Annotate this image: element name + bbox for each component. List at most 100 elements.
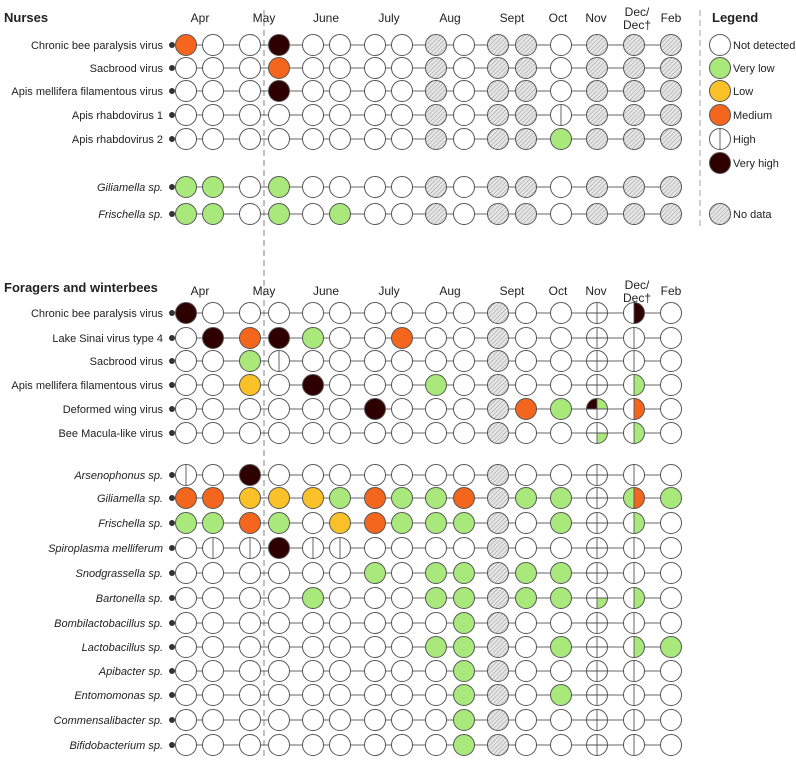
data-dot xyxy=(453,398,475,420)
dot-fill xyxy=(550,302,572,324)
dot-outline xyxy=(329,398,351,420)
dot-outline xyxy=(550,734,572,756)
dot-outline xyxy=(487,57,509,79)
dot-quadrant xyxy=(597,598,608,609)
dot-hatch xyxy=(487,176,509,198)
dot-outline xyxy=(302,709,324,731)
dot-hatch xyxy=(660,57,682,79)
dot-fill xyxy=(550,660,572,682)
dot-outline xyxy=(550,203,572,225)
row-label: Apis mellifera filamentous virus xyxy=(11,380,163,392)
data-dot xyxy=(487,464,509,486)
data-dot xyxy=(268,350,290,372)
data-dot xyxy=(515,327,537,349)
dot-outline xyxy=(550,709,572,731)
dot-outline xyxy=(550,176,572,198)
dot-outline xyxy=(623,464,645,486)
dot-outline xyxy=(453,562,475,584)
dot-outline xyxy=(586,464,608,486)
data-dot xyxy=(550,660,572,682)
dot-fill xyxy=(202,636,224,658)
dot-fill xyxy=(660,350,682,372)
dot-fill xyxy=(709,152,731,174)
dot-outline xyxy=(268,302,290,324)
dot-outline xyxy=(239,203,261,225)
data-dot xyxy=(175,512,197,534)
data-dot xyxy=(660,562,682,584)
dot-outline xyxy=(425,327,447,349)
dot-fill xyxy=(515,734,537,756)
dot-fill xyxy=(550,57,572,79)
dot-outline xyxy=(515,128,537,150)
dot-outline xyxy=(453,80,475,102)
row-label: Lactobacillus sp. xyxy=(82,642,163,654)
dot-outline xyxy=(364,734,386,756)
dot-outline xyxy=(329,660,351,682)
dot-fill xyxy=(425,464,447,486)
data-dot xyxy=(586,302,608,324)
data-dot xyxy=(623,562,645,584)
dot-outline xyxy=(175,422,197,444)
dot-fill xyxy=(660,537,682,559)
data-dot xyxy=(268,537,290,559)
dot-fill xyxy=(364,562,386,584)
data-dot xyxy=(302,302,324,324)
dot-fill xyxy=(268,684,290,706)
data-dot xyxy=(586,128,608,150)
dot-fill xyxy=(660,587,682,609)
data-dot xyxy=(329,660,351,682)
row-label: Commensalibacter sp. xyxy=(54,715,163,727)
dot-outline xyxy=(425,587,447,609)
dot-outline xyxy=(550,374,572,396)
dot-outline xyxy=(268,487,290,509)
row-label: Apis rhabdovirus 2 xyxy=(72,134,163,146)
month-label: Dec/Dec† xyxy=(623,278,651,305)
dot-fill xyxy=(329,709,351,731)
dot-fill xyxy=(364,350,386,372)
dot-outline xyxy=(202,537,224,559)
dot-outline xyxy=(515,709,537,731)
dot-outline xyxy=(391,203,413,225)
dot-outline xyxy=(660,684,682,706)
dot-outline xyxy=(487,104,509,126)
dot-outline xyxy=(175,80,197,102)
data-dot xyxy=(623,176,645,198)
dot-fill xyxy=(364,176,386,198)
data-dot xyxy=(623,128,645,150)
dot-fill xyxy=(329,57,351,79)
data-dot xyxy=(329,422,351,444)
dot-fill xyxy=(268,302,290,324)
dot-fill xyxy=(425,562,447,584)
dot-fill xyxy=(391,636,413,658)
dot-fill xyxy=(550,587,572,609)
data-dot xyxy=(302,176,324,198)
dot-fill xyxy=(329,80,351,102)
dot-hatch xyxy=(487,422,509,444)
data-dot xyxy=(550,464,572,486)
dot-hatch xyxy=(487,487,509,509)
data-dot xyxy=(268,684,290,706)
dot-fill xyxy=(391,709,413,731)
dot-fill xyxy=(660,684,682,706)
dot-outline xyxy=(453,734,475,756)
data-dot xyxy=(239,302,261,324)
dot-outline xyxy=(329,422,351,444)
data-dot xyxy=(487,176,509,198)
data-dot xyxy=(391,398,413,420)
data-dot xyxy=(202,104,224,126)
dot-fill xyxy=(425,734,447,756)
dot-outline xyxy=(623,660,645,682)
data-dot xyxy=(391,587,413,609)
dot-outline xyxy=(515,57,537,79)
data-dot xyxy=(453,734,475,756)
dot-fill xyxy=(453,660,475,682)
data-dot xyxy=(302,562,324,584)
data-dot xyxy=(329,374,351,396)
dot-fill xyxy=(302,636,324,658)
dot-outline xyxy=(302,80,324,102)
dot-fill xyxy=(268,734,290,756)
dot-outline xyxy=(550,562,572,584)
dot-outline xyxy=(515,203,537,225)
dot-fill xyxy=(329,612,351,634)
data-dot xyxy=(623,464,645,486)
